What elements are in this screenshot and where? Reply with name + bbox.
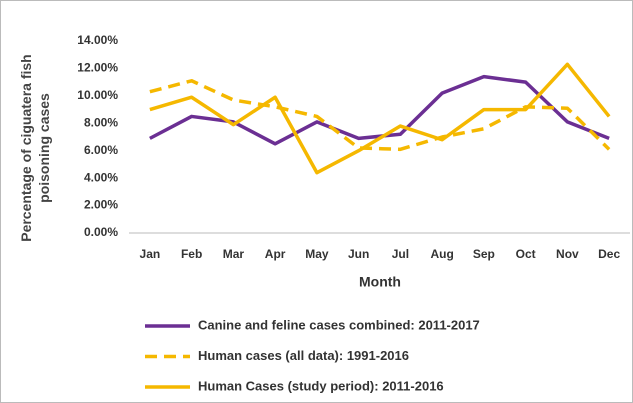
- legend-label: Human cases (all data): 1991-2016: [198, 348, 409, 363]
- x-tick-label: Aug: [430, 247, 453, 261]
- x-tick-label: Dec: [598, 247, 620, 261]
- x-tick-label: Nov: [556, 247, 579, 261]
- x-tick-label: Jul: [392, 247, 409, 261]
- y-tick-label: 14.00%: [77, 33, 118, 47]
- y-tick-label: 0.00%: [84, 225, 118, 239]
- x-tick-label: Feb: [181, 247, 202, 261]
- series-line: [149, 79, 611, 152]
- x-tick-label: Jun: [348, 247, 369, 261]
- y-tick-label: 4.00%: [84, 170, 118, 184]
- x-tick-label: Apr: [265, 247, 286, 261]
- legend-label: Canine and feline cases combined: 2011-2…: [198, 317, 480, 332]
- y-tick-label: 10.00%: [77, 88, 118, 102]
- x-tick-label: Jan: [140, 247, 161, 261]
- y-tick-label: 8.00%: [84, 115, 118, 129]
- x-tick-label: Oct: [516, 247, 536, 261]
- x-axis-label: Month: [359, 274, 401, 290]
- y-tick-label: 12.00%: [77, 61, 118, 75]
- y-axis-label: Percentage of ciguatera fish poisoning c…: [18, 54, 52, 242]
- x-tick-label: Sep: [473, 247, 495, 261]
- y-tick-label: 6.00%: [84, 143, 118, 157]
- y-tick-label: 2.00%: [84, 198, 118, 212]
- x-tick-label: May: [305, 247, 329, 261]
- legend-label: Human Cases (study period): 2011-2016: [198, 378, 444, 393]
- series-line: [149, 62, 611, 175]
- x-tick-label: Mar: [223, 247, 245, 261]
